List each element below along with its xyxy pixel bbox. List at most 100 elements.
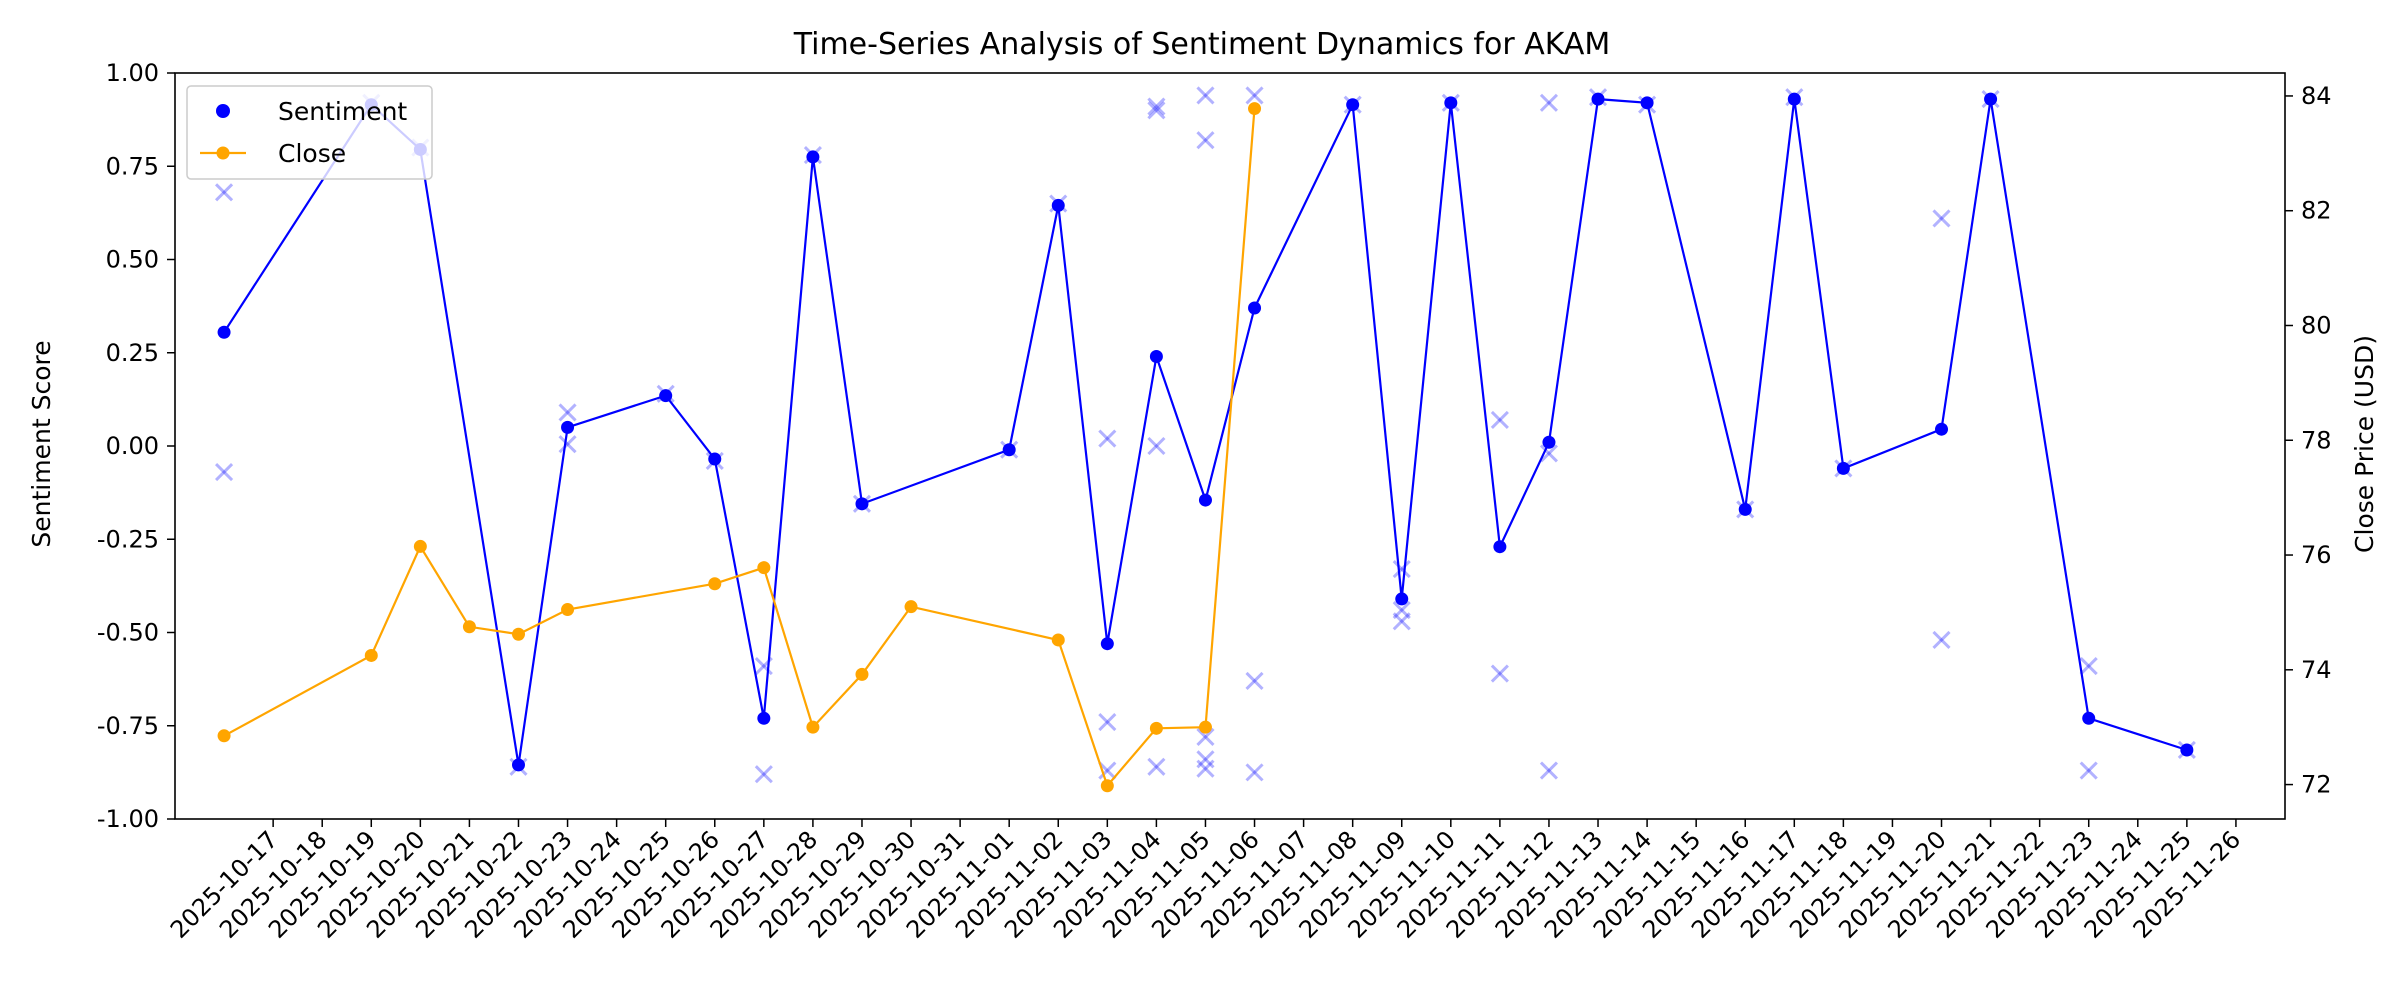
sentiment-point: [2082, 711, 2096, 725]
y-tick-label: -0.50: [97, 619, 159, 647]
sentiment-x-marker: [1539, 444, 1559, 463]
close-point: [364, 648, 378, 662]
sentiment-x-marker: [1098, 429, 1117, 448]
plot-area: [215, 86, 2196, 793]
close-point: [1051, 633, 1065, 647]
sentiment-point: [1640, 96, 1654, 110]
y-tick-label: -0.75: [97, 712, 159, 740]
y2-tick-label: 84: [2301, 82, 2332, 110]
sentiment-x-marker: [1539, 93, 1559, 112]
sentiment-point: [1002, 443, 1016, 457]
sentiment-point: [511, 758, 525, 772]
sentiment-point: [1051, 198, 1065, 212]
sentiment-x-marker: [1490, 664, 1509, 683]
sentiment-legend-marker: [216, 104, 230, 118]
sentiment-point: [1984, 92, 1998, 106]
sentiment-point: [2180, 743, 2194, 757]
sentiment-x-marker: [2079, 761, 2098, 780]
y2-tick-label: 78: [2301, 426, 2332, 454]
sentiment-point: [217, 325, 231, 339]
close-point: [806, 720, 820, 734]
y2-tick-label: 82: [2301, 197, 2332, 225]
legend-box: [186, 85, 433, 180]
y-tick-label: 0.00: [106, 432, 159, 460]
sentiment-x-marker: [1147, 101, 1166, 120]
y-axis-title: Sentiment Score: [27, 340, 56, 547]
y-tick-label: -1.00: [97, 805, 159, 833]
sentiment-x-marker: [1392, 560, 1411, 579]
sentiment-point: [1395, 592, 1409, 606]
sentiment-series-line: [223, 97, 2188, 766]
close-point: [855, 667, 869, 681]
sentiment-point: [1787, 92, 1801, 106]
sentiment-x-marker: [1490, 410, 1509, 429]
y-tick-label: -0.25: [97, 525, 159, 553]
sentiment-point: [1100, 637, 1114, 651]
chart-title: Time-Series Analysis of Sentiment Dynami…: [793, 27, 1611, 62]
close-point: [1149, 721, 1163, 735]
y-tick-label: 0.25: [106, 339, 159, 367]
sentiment-x-marker: [1932, 209, 1951, 228]
sentiment-x-marker: [1196, 727, 1215, 747]
sentiment-x-marker: [1196, 86, 1215, 105]
sentiment-point: [1836, 461, 1850, 475]
sentiment-point: [1738, 502, 1752, 516]
close-point: [217, 729, 231, 743]
close-point: [757, 561, 771, 575]
sentiment-x-marker: [1932, 630, 1951, 650]
sentiment-x-marker: [1098, 761, 1117, 780]
sentiment-x-marker: [1098, 712, 1117, 732]
close-point: [1100, 779, 1114, 793]
sentiment-x-marker: [1392, 612, 1411, 631]
sentiment-point: [1542, 435, 1556, 449]
close-point: [1198, 720, 1212, 734]
sentiment-point: [1591, 92, 1605, 106]
sentiment-x-marker: [558, 435, 577, 454]
sentiment-point: [1346, 98, 1360, 112]
sentiment-point: [659, 389, 673, 403]
y2-tick-label: 80: [2301, 311, 2332, 339]
y2-tick-label: 72: [2301, 771, 2332, 799]
y2-tick-label: 74: [2301, 656, 2332, 684]
sentiment-x-marker: [1147, 97, 1166, 116]
sentiment-point: [561, 420, 575, 434]
sentiment-point: [855, 497, 869, 511]
sentiment-x-marker: [1539, 761, 1559, 780]
close-legend-marker: [216, 146, 230, 160]
legend: Sentiment Close: [186, 85, 433, 180]
sentiment-x-marker: [1245, 671, 1264, 691]
sentiment-x-marker: [1196, 759, 1215, 778]
close-point: [1248, 102, 1262, 116]
sentiment-x-marker: [215, 183, 234, 202]
sentiment-point: [1935, 422, 1949, 436]
sentiment-x-marker: [1147, 436, 1166, 456]
sentiment-point: [1444, 96, 1458, 110]
sentiment-x-marker: [1245, 86, 1264, 105]
y2-axis-title: Close Price (USD): [2350, 335, 2379, 553]
sentiment-x-marker: [558, 403, 577, 422]
sentiment-point: [757, 711, 771, 725]
plot-frame: [174, 72, 2286, 820]
sentiment-point: [1149, 349, 1163, 363]
sentiment-x-marker: [1147, 757, 1166, 776]
sentiment-point: [1248, 301, 1262, 315]
y-tick-label: 0.50: [106, 246, 159, 274]
sentiment-point: [1198, 493, 1212, 507]
close-series-line: [223, 108, 1256, 788]
close-point: [462, 620, 476, 634]
sentiment-point: [708, 452, 722, 466]
close-point: [561, 603, 575, 617]
axes: -1.00 -0.75 -0.50 -0.25 0.00 0.25 0.50 0.75 1.00…: [97, 59, 2332, 944]
close-legend-label: Close: [278, 139, 346, 168]
close-point: [708, 577, 722, 591]
sentiment-legend-label: Sentiment: [278, 97, 407, 126]
y2-tick-label: 76: [2301, 541, 2332, 569]
y-tick-label: 1.00: [106, 59, 159, 87]
close-point: [511, 627, 525, 641]
y-tick-label: 0.75: [106, 152, 159, 180]
sentiment-x-marker: [754, 765, 773, 784]
close-point: [904, 600, 918, 614]
sentiment-x-marker: [2079, 657, 2098, 676]
sentiment-x-marker: [1245, 763, 1264, 782]
